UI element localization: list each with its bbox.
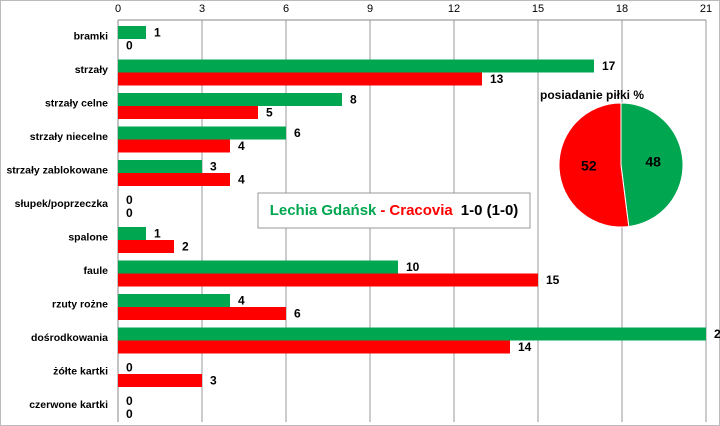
x-tick-label: 12 [448,3,460,15]
pie: 48 52 [558,102,684,228]
bar [118,93,342,106]
separator: - [380,202,385,219]
category-label: słupek/poprzeczka [15,198,109,210]
x-tick-label: 3 [199,3,205,15]
bar [118,139,230,153]
title-box [257,192,531,229]
slice-label: 52 [581,158,597,174]
value-label: 0 [126,39,133,53]
category-label: czerwone kartki [29,399,108,411]
value-label: 15 [546,273,560,287]
x-tick-label: 18 [616,3,628,15]
category-label: faule [83,265,108,277]
bar [118,26,146,39]
value-label: 0 [126,394,133,408]
bar [118,173,230,186]
value-label: 4 [238,173,245,187]
category-label: strzały niecelne [30,131,108,143]
value-label: 21 [714,327,720,341]
x-tick-label: 15 [532,3,544,15]
bar [118,340,510,354]
x-tick-label: 21 [700,3,712,15]
bar [118,307,286,320]
bar [118,126,286,140]
x-tick-label: 9 [367,3,373,15]
value-label: 1 [154,227,161,241]
value-label: 6 [294,126,301,140]
value-label: 5 [266,106,273,120]
bar [118,160,202,173]
bar [118,227,146,240]
team-away: Cracovia [389,202,453,219]
score: 1-0 (1-0) [461,202,519,219]
pie-slice [558,102,630,228]
category-label: strzały celne [45,98,108,110]
bar [118,273,538,287]
category-label: żółte kartki [53,366,108,378]
category-label: strzały zablokowane [6,165,108,177]
bar [118,59,594,73]
bar [118,260,398,274]
category-label: spalone [68,232,108,244]
x-tick-label: 6 [283,3,289,15]
value-label: 0 [126,407,133,421]
value-label: 8 [350,93,357,107]
category-label: dośrodkowania [31,332,108,344]
value-label: 4 [238,294,245,308]
value-label: 13 [490,72,504,86]
x-tick-label: 0 [115,3,121,15]
chart-title: Lechia Gdańsk - Cracovia 1-0 (1-0) [270,202,519,219]
value-label: 17 [602,59,616,73]
bar [118,294,230,307]
value-label: 10 [406,260,420,274]
pie-title: posiadanie piłki % [540,88,644,102]
value-label: 4 [238,139,245,153]
bar [118,106,258,119]
bar [118,327,706,341]
category-label: bramki [74,31,109,43]
value-label: 2 [182,240,189,254]
category-label: strzały [75,64,108,76]
value-label: 14 [518,340,532,354]
value-label: 6 [294,307,301,321]
value-label: 0 [126,193,133,207]
pie-slice [620,102,684,228]
grid: 0 3 6 9 12 15 18 21 [115,3,712,422]
value-label: 3 [210,160,217,174]
bar [118,240,174,253]
slice-label: 48 [645,154,661,170]
bar [118,72,482,86]
value-label: 0 [126,206,133,220]
value-label: 1 [154,26,161,40]
team-home: Lechia Gdańsk [270,202,377,219]
value-label: 3 [210,374,217,388]
value-label: 0 [126,361,133,375]
category-label: rzuty rożne [52,299,108,311]
bar [118,374,202,387]
